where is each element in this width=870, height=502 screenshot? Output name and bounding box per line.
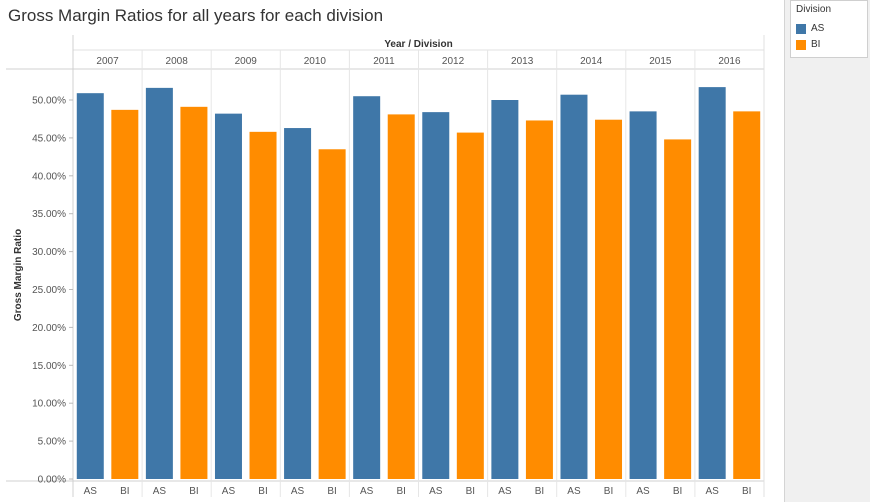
- x-tick-label-as: AS: [567, 486, 581, 497]
- y-tick-label: 50.00%: [32, 96, 66, 107]
- x-tick-label-as: AS: [429, 486, 443, 497]
- bar-as-2011: [353, 96, 381, 480]
- bar-as-2008: [145, 87, 173, 479]
- bar-bi-2014: [595, 119, 623, 479]
- column-header: Year / Division: [384, 39, 452, 50]
- x-tick-label-as: AS: [706, 486, 720, 497]
- x-tick-label-bi: BI: [396, 486, 405, 497]
- y-tick-label: 25.00%: [32, 285, 66, 296]
- bar-as-2014: [560, 94, 588, 479]
- chart-title: Gross Margin Ratios for all years for ea…: [8, 6, 384, 25]
- bar-bi-2013: [525, 120, 553, 479]
- legend-label-bi: BI: [811, 39, 821, 50]
- year-label-2011: 2011: [373, 56, 395, 67]
- legend[interactable]: Division AS BI: [790, 0, 868, 58]
- bar-bi-2010: [318, 149, 346, 479]
- year-label-2012: 2012: [442, 56, 465, 67]
- x-tick-label-as: AS: [84, 486, 98, 497]
- legend-swatch-as: [796, 24, 806, 34]
- bar-as-2013: [491, 100, 519, 479]
- bar-bi-2009: [249, 131, 277, 479]
- y-tick-label: 0.00%: [38, 475, 66, 486]
- chart-area: Year / Division 2007 2008 2009 2010 2011 2012 2…: [6, 35, 765, 497]
- y-tick-label: 45.00%: [32, 133, 66, 144]
- x-tick-label-as: AS: [291, 486, 305, 497]
- x-tick-label-as: AS: [222, 486, 236, 497]
- y-axis-label: Gross Margin Ratio: [13, 229, 24, 321]
- sidebar-panel: [784, 0, 870, 502]
- bar-bi-2016: [733, 111, 761, 480]
- bar-as-2015: [629, 111, 657, 480]
- year-label-2010: 2010: [304, 56, 327, 67]
- x-tick-label-bi: BI: [258, 486, 267, 497]
- year-label-2008: 2008: [166, 56, 189, 67]
- bar-as-2007: [76, 93, 104, 479]
- year-label-2016: 2016: [718, 56, 741, 67]
- bar-as-2010: [284, 128, 312, 479]
- x-tick-label-as: AS: [498, 486, 512, 497]
- x-tick-label-as: AS: [153, 486, 167, 497]
- bar-as-2009: [214, 113, 242, 480]
- y-tick-label: 20.00%: [32, 323, 66, 334]
- bar-bi-2011: [387, 114, 415, 479]
- y-tick-label: 40.00%: [32, 171, 66, 182]
- bar-bi-2007: [111, 109, 139, 479]
- bar-as-2012: [422, 112, 450, 480]
- legend-title: Division: [796, 4, 832, 15]
- x-tick-label-as: AS: [636, 486, 650, 497]
- y-tick-label: 15.00%: [32, 361, 66, 372]
- x-tick-label-bi: BI: [742, 486, 751, 497]
- x-tick-label-bi: BI: [535, 486, 544, 497]
- x-tick-label-bi: BI: [673, 486, 682, 497]
- year-label-2015: 2015: [649, 56, 672, 67]
- x-tick-label-as: AS: [360, 486, 374, 497]
- legend-swatch-bi: [796, 40, 806, 50]
- year-label-2013: 2013: [511, 56, 534, 67]
- x-tick-label-bi: BI: [604, 486, 613, 497]
- year-label-2014: 2014: [580, 56, 603, 67]
- year-label-2007: 2007: [96, 56, 119, 67]
- year-label-2009: 2009: [235, 56, 258, 67]
- y-tick-label: 30.00%: [32, 247, 66, 258]
- x-tick-label-bi: BI: [466, 486, 475, 497]
- bar-as-2016: [698, 87, 726, 479]
- y-tick-label: 35.00%: [32, 209, 66, 220]
- x-tick-label-bi: BI: [327, 486, 336, 497]
- x-tick-label-bi: BI: [120, 486, 129, 497]
- bar-bi-2015: [664, 139, 692, 479]
- x-tick-label-bi: BI: [189, 486, 198, 497]
- y-tick-label: 10.00%: [32, 399, 66, 410]
- legend-label-as: AS: [811, 23, 825, 34]
- bar-bi-2012: [456, 132, 484, 479]
- bar-bi-2008: [180, 106, 208, 480]
- y-tick-label: 5.00%: [38, 437, 66, 448]
